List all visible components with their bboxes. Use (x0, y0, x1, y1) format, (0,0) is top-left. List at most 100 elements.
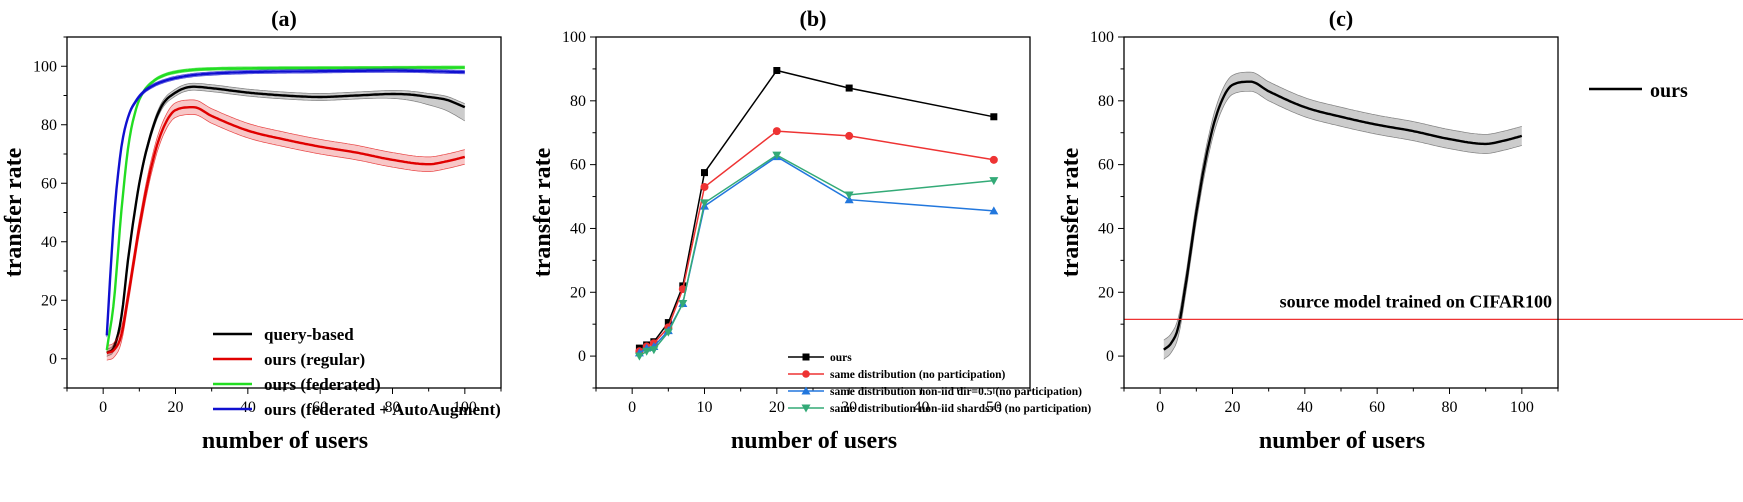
series-2-band-lower (106, 114, 465, 361)
series-4-point-6 (700, 199, 709, 208)
y-tick-label: 40 (570, 220, 586, 237)
y-tick-label: 100 (1090, 29, 1114, 46)
series-4-line (105, 69, 465, 336)
series-1-line (106, 85, 466, 354)
x-tick-label: 50 (986, 399, 1002, 416)
series-4-point-8 (844, 191, 854, 200)
series-2-line (106, 106, 466, 355)
series-4-point-4 (663, 328, 673, 337)
series-1-band-lower (1163, 90, 1522, 360)
x-tick-label: 80 (385, 399, 401, 416)
y-tick-label: 100 (562, 29, 586, 46)
series-3-point-9 (989, 206, 999, 215)
series-1-point-8 (845, 84, 853, 92)
series-4-point-9 (989, 177, 999, 186)
panel-title: (b) (800, 6, 827, 31)
series-4-line (638, 154, 994, 357)
legend-label: ours (federated) (264, 375, 381, 394)
legend-marker (802, 353, 810, 361)
y-tick-label: 20 (41, 292, 57, 309)
x-tick-label: 0 (99, 399, 107, 416)
y-tick-label: 60 (41, 175, 57, 192)
y-axis-label: transfer rate (1, 147, 27, 277)
plot-frame (1123, 36, 1559, 389)
x-tick-label: 100 (1510, 399, 1534, 416)
series-1-band-lower (106, 89, 465, 357)
y-tick-label: 40 (41, 234, 57, 251)
x-tick-label: 30 (841, 399, 857, 416)
series-4-point-1 (634, 352, 644, 361)
panel-b: 0 10 20 30 40 50 0 20 40 60 80 100 (b) number of user… (530, 6, 1091, 454)
legend-label: same distribution (no participation) (830, 369, 1006, 381)
x-tick-label: 10 (697, 399, 713, 416)
series-1-band-upper (106, 82, 465, 350)
series-2-point-7 (772, 127, 781, 136)
reference-line-label: source model trained on CIFAR100 (1280, 291, 1552, 311)
series-1-band (106, 83, 465, 357)
x-tick-label: 40 (914, 399, 930, 416)
series-3-line (105, 66, 465, 351)
x-tick-label: 60 (1369, 399, 1385, 416)
series-2-point-9 (989, 155, 998, 164)
y-tick-label: 80 (570, 93, 586, 110)
series-2-line (638, 130, 994, 352)
legend-label: ours (830, 352, 852, 364)
series-1-band (1163, 72, 1522, 360)
y-tick-label: 40 (1098, 220, 1114, 237)
panel-a: 0 20 40 60 80 100 0 20 40 60 80 100 (a) number of use… (1, 6, 502, 454)
x-tick-label: 60 (312, 399, 328, 416)
series-1-point-4 (664, 319, 672, 327)
series-4-point-3 (649, 346, 659, 355)
series-1-point-7 (773, 67, 781, 75)
y-tick-label: 80 (1098, 93, 1114, 110)
legend-marker (802, 370, 810, 378)
panel-c: source model trained on CIFAR100 0 20 40 60 8… (1058, 6, 1743, 454)
series-2-point-8 (845, 131, 854, 140)
panel-title: (a) (271, 6, 297, 31)
x-axis-label: number of users (731, 428, 897, 454)
y-axis-label: transfer rate (530, 147, 556, 277)
legend-label: ours (1650, 80, 1688, 102)
legend-label: ours (federated + AutoAugment) (264, 400, 501, 419)
x-tick-label: 20 (769, 399, 785, 416)
x-tick-label: 100 (453, 399, 477, 416)
plot-data (634, 67, 999, 361)
series-1-line (639, 69, 994, 349)
x-tick-label: 20 (1225, 399, 1241, 416)
series-1-point-6 (701, 169, 708, 177)
y-tick-label: 60 (570, 157, 586, 174)
series-2-point-6 (700, 182, 709, 191)
y-tick-label: 20 (570, 284, 586, 301)
series-4-band-lower (106, 72, 465, 338)
plot-data (1163, 71, 1523, 360)
series-3-band-upper (106, 65, 465, 349)
legend-label: query-based (264, 325, 354, 344)
x-tick-label: 40 (1297, 399, 1313, 416)
y-axis-label: transfer rate (1058, 147, 1084, 277)
y-tick-label: 0 (1106, 348, 1114, 365)
y-tick-label: 100 (33, 58, 57, 75)
series-1-point-9 (990, 113, 998, 121)
x-axis-label: number of users (1259, 428, 1425, 454)
panel-title: (c) (1329, 6, 1353, 31)
x-tick-label: 20 (168, 399, 184, 416)
y-tick-label: 20 (1098, 284, 1114, 301)
y-tick-label: 60 (1098, 157, 1114, 174)
series-1-band-upper (1163, 71, 1522, 341)
legend-marker (801, 386, 811, 395)
x-axis-label: number of users (202, 428, 368, 454)
x-tick-label: 0 (1156, 399, 1164, 416)
y-tick-label: 0 (578, 348, 586, 365)
y-tick-label: 80 (41, 117, 57, 134)
x-tick-label: 0 (628, 399, 636, 416)
legend-label: ours (regular) (264, 350, 365, 369)
series-4-point-7 (772, 151, 782, 160)
series-4-point-5 (678, 299, 688, 308)
y-tick-label: 0 (49, 351, 57, 368)
x-tick-label: 80 (1442, 399, 1458, 416)
legend-label: same distribution non-iid dir=0.5 (no pa… (830, 386, 1082, 398)
x-tick-label: 40 (240, 399, 256, 416)
series-4-band-upper (106, 68, 465, 334)
series-4-point-2 (642, 347, 652, 356)
